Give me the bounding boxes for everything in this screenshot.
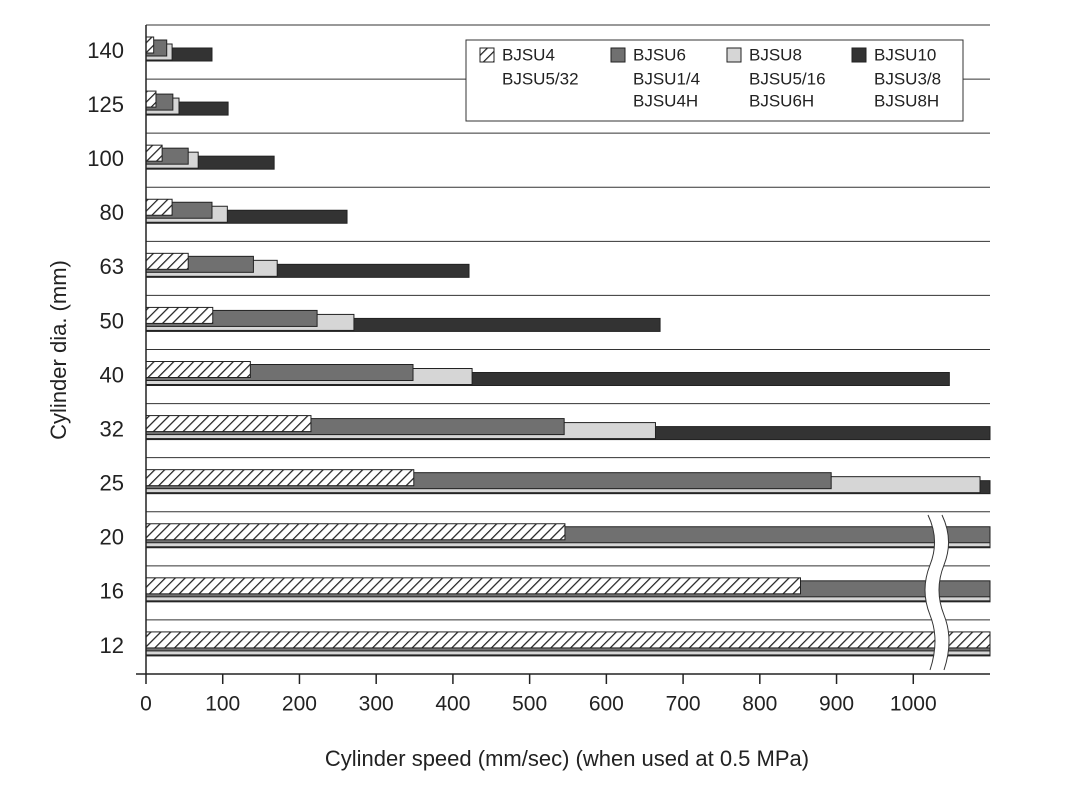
x-tick-label: 500: [512, 693, 547, 716]
legend-label: BJSU10: [874, 45, 936, 64]
legend-alias: BJSU3/8: [874, 69, 941, 88]
x-tick-label: 400: [435, 693, 470, 716]
legend-label: BJSU4: [502, 45, 555, 64]
y-tick-label: 40: [100, 362, 124, 387]
legend-swatch: [610, 47, 626, 63]
y-tick-label: 25: [100, 471, 124, 496]
axis-break: [925, 515, 949, 670]
x-tick-label: 300: [359, 693, 394, 716]
bar: [145, 90, 157, 108]
legend-swatch: [851, 47, 867, 63]
bar: [145, 577, 801, 595]
bar: [145, 523, 566, 541]
x-tick-label: 700: [666, 693, 701, 716]
x-tick-label: 100: [205, 693, 240, 716]
y-axis-label: Cylinder dia. (mm): [46, 260, 71, 440]
y-tick-label: 50: [100, 308, 124, 333]
legend-swatch: [726, 47, 742, 63]
legend-alias: BJSU6H: [749, 91, 814, 110]
legend-label: BJSU8: [749, 45, 802, 64]
y-tick-label: 63: [100, 254, 124, 279]
y-tick-label: 32: [100, 416, 124, 441]
legend-alias: BJSU5/16: [749, 69, 826, 88]
bar: [145, 252, 189, 270]
y-tick-label: 100: [87, 146, 124, 171]
x-tick-label: 900: [819, 693, 854, 716]
x-tick-label: 600: [589, 693, 624, 716]
bar: [145, 361, 251, 378]
bar: [145, 469, 415, 487]
x-tick-label: 0: [140, 693, 152, 716]
y-tick-label: 12: [100, 633, 124, 658]
x-axis-label: Cylinder speed (mm/sec) (when used at 0.…: [325, 746, 809, 771]
y-tick-label: 16: [100, 579, 124, 604]
bar: [145, 631, 991, 649]
legend-alias: BJSU8H: [874, 91, 939, 110]
bar: [145, 415, 312, 433]
x-tick-label: 800: [742, 693, 777, 716]
y-tick-label: 140: [87, 38, 124, 63]
legend-alias: BJSU4H: [633, 91, 698, 110]
legend-label: BJSU6: [633, 45, 686, 64]
x-tick-label: 1000: [890, 693, 937, 716]
axis-break-edge: [924, 514, 950, 671]
legend-alias: BJSU1/4: [633, 69, 700, 88]
y-tick-label: 80: [100, 200, 124, 225]
legend-swatch: [479, 47, 495, 63]
legend-box: [465, 39, 964, 122]
bar: [145, 36, 155, 54]
bar: [145, 144, 163, 162]
bar: [145, 198, 173, 216]
y-tick-label: 20: [100, 525, 124, 550]
bar: [145, 306, 214, 324]
y-tick-label: 125: [87, 92, 124, 117]
x-tick-label: 200: [282, 693, 317, 716]
legend-alias: BJSU5/32: [502, 69, 579, 88]
